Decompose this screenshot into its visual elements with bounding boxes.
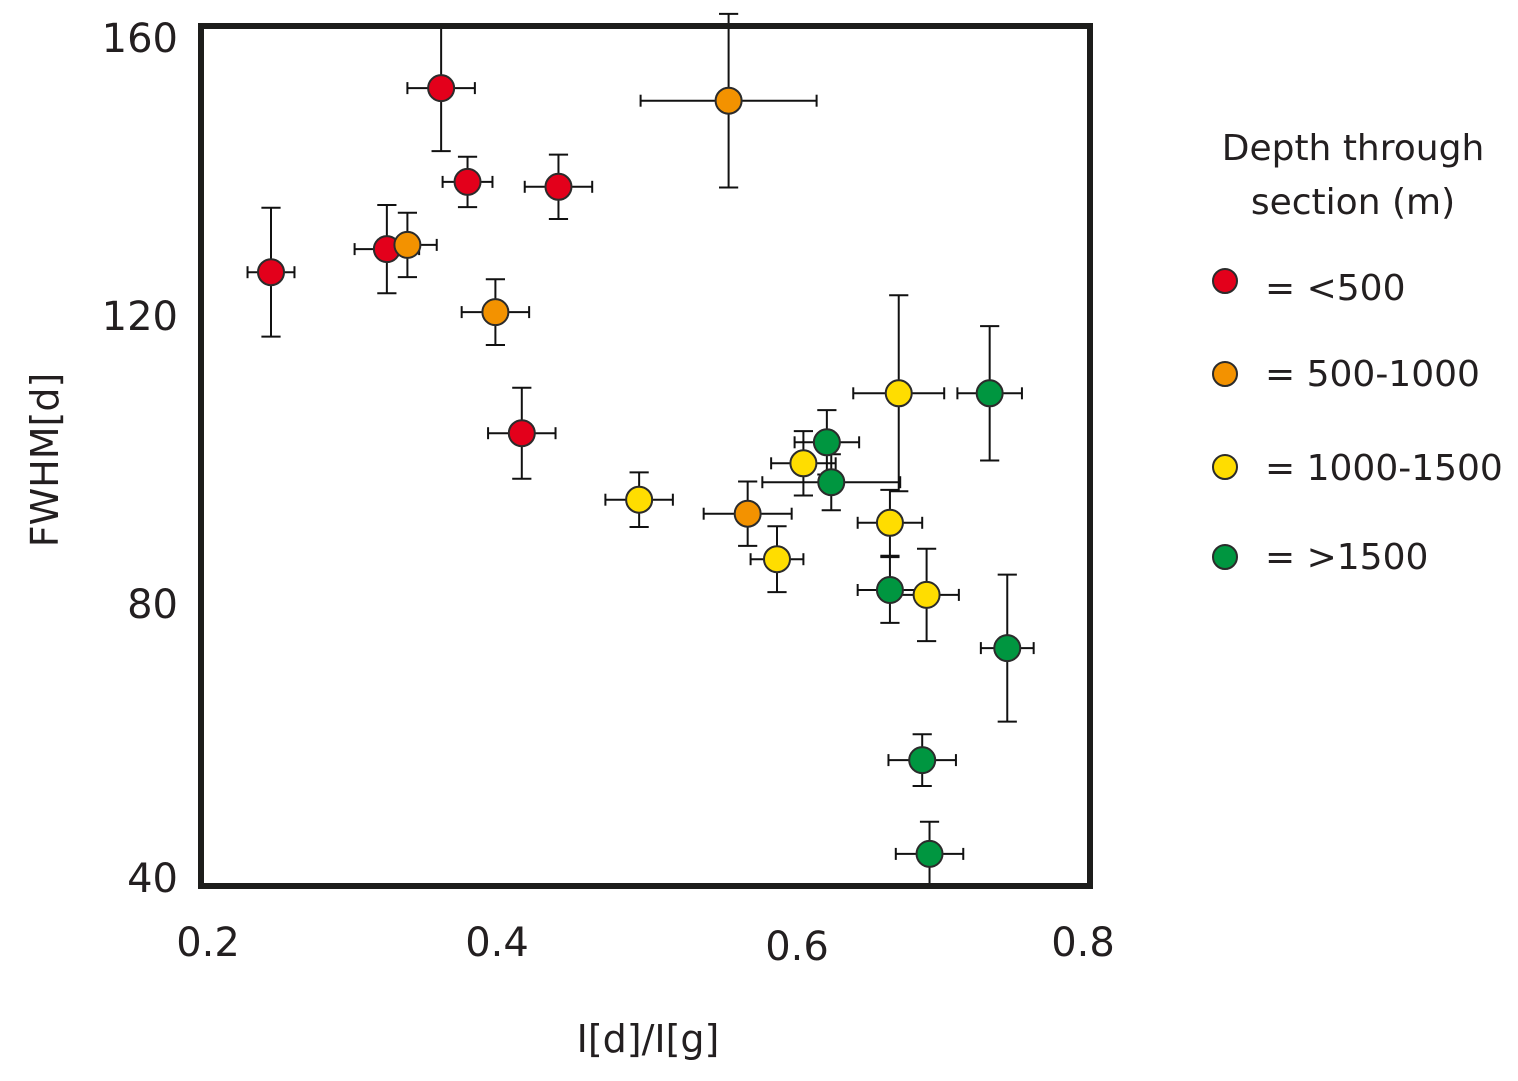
data-point-green [908, 746, 937, 775]
data-point-green [812, 428, 841, 457]
markers-layer [257, 74, 1022, 868]
data-point-orange [733, 499, 762, 528]
y-axis-title: FWHM[d] [23, 373, 67, 548]
plot-frame [198, 23, 1093, 889]
data-point-green [875, 576, 904, 604]
data-point-yellow [884, 379, 913, 408]
legend-title-line-1: Depth through [1222, 128, 1485, 169]
legend-label: = <500 [1265, 268, 1405, 309]
data-point-yellow [912, 580, 941, 609]
data-point-red [544, 172, 573, 201]
y-tick-label: 120 [102, 294, 178, 340]
data-point-red [453, 167, 482, 196]
data-point-yellow [625, 485, 654, 514]
data-point-red [507, 419, 536, 448]
data-point-orange [481, 298, 510, 327]
legend-title-line-2: section (m) [1251, 182, 1455, 223]
x-tick-label: 0.8 [1051, 920, 1115, 966]
y-tick-label: 40 [127, 856, 178, 902]
data-point-yellow [763, 545, 791, 574]
y-tick-label: 80 [127, 582, 178, 628]
data-point-yellow [875, 508, 904, 537]
legend-marker-green [1212, 544, 1238, 570]
data-point-yellow [789, 449, 818, 478]
legend-label: = 1000-1500 [1265, 448, 1503, 489]
x-tick-label: 0.6 [765, 924, 829, 970]
data-point-orange [714, 86, 743, 115]
data-point-orange [393, 230, 422, 259]
legend: Depth through section (m) = <500 = 500-1… [1212, 128, 1503, 578]
legend-marker-red [1212, 268, 1238, 294]
y-tick-label: 160 [102, 16, 178, 62]
data-point-red [257, 258, 285, 287]
x-axis-title: I[d]/I[g] [577, 1017, 720, 1061]
data-point-green [993, 634, 1022, 663]
legend-marker-yellow [1212, 454, 1238, 480]
legend-label: = 500-1000 [1265, 354, 1480, 395]
x-tick-label: 0.2 [176, 920, 240, 966]
data-point-red [427, 74, 456, 103]
data-point-green [915, 839, 944, 868]
data-point-green [817, 468, 846, 497]
data-point-green [975, 379, 1004, 408]
legend-marker-orange [1212, 361, 1238, 387]
x-tick-label: 0.4 [465, 920, 529, 966]
legend-label: = >1500 [1265, 537, 1428, 578]
